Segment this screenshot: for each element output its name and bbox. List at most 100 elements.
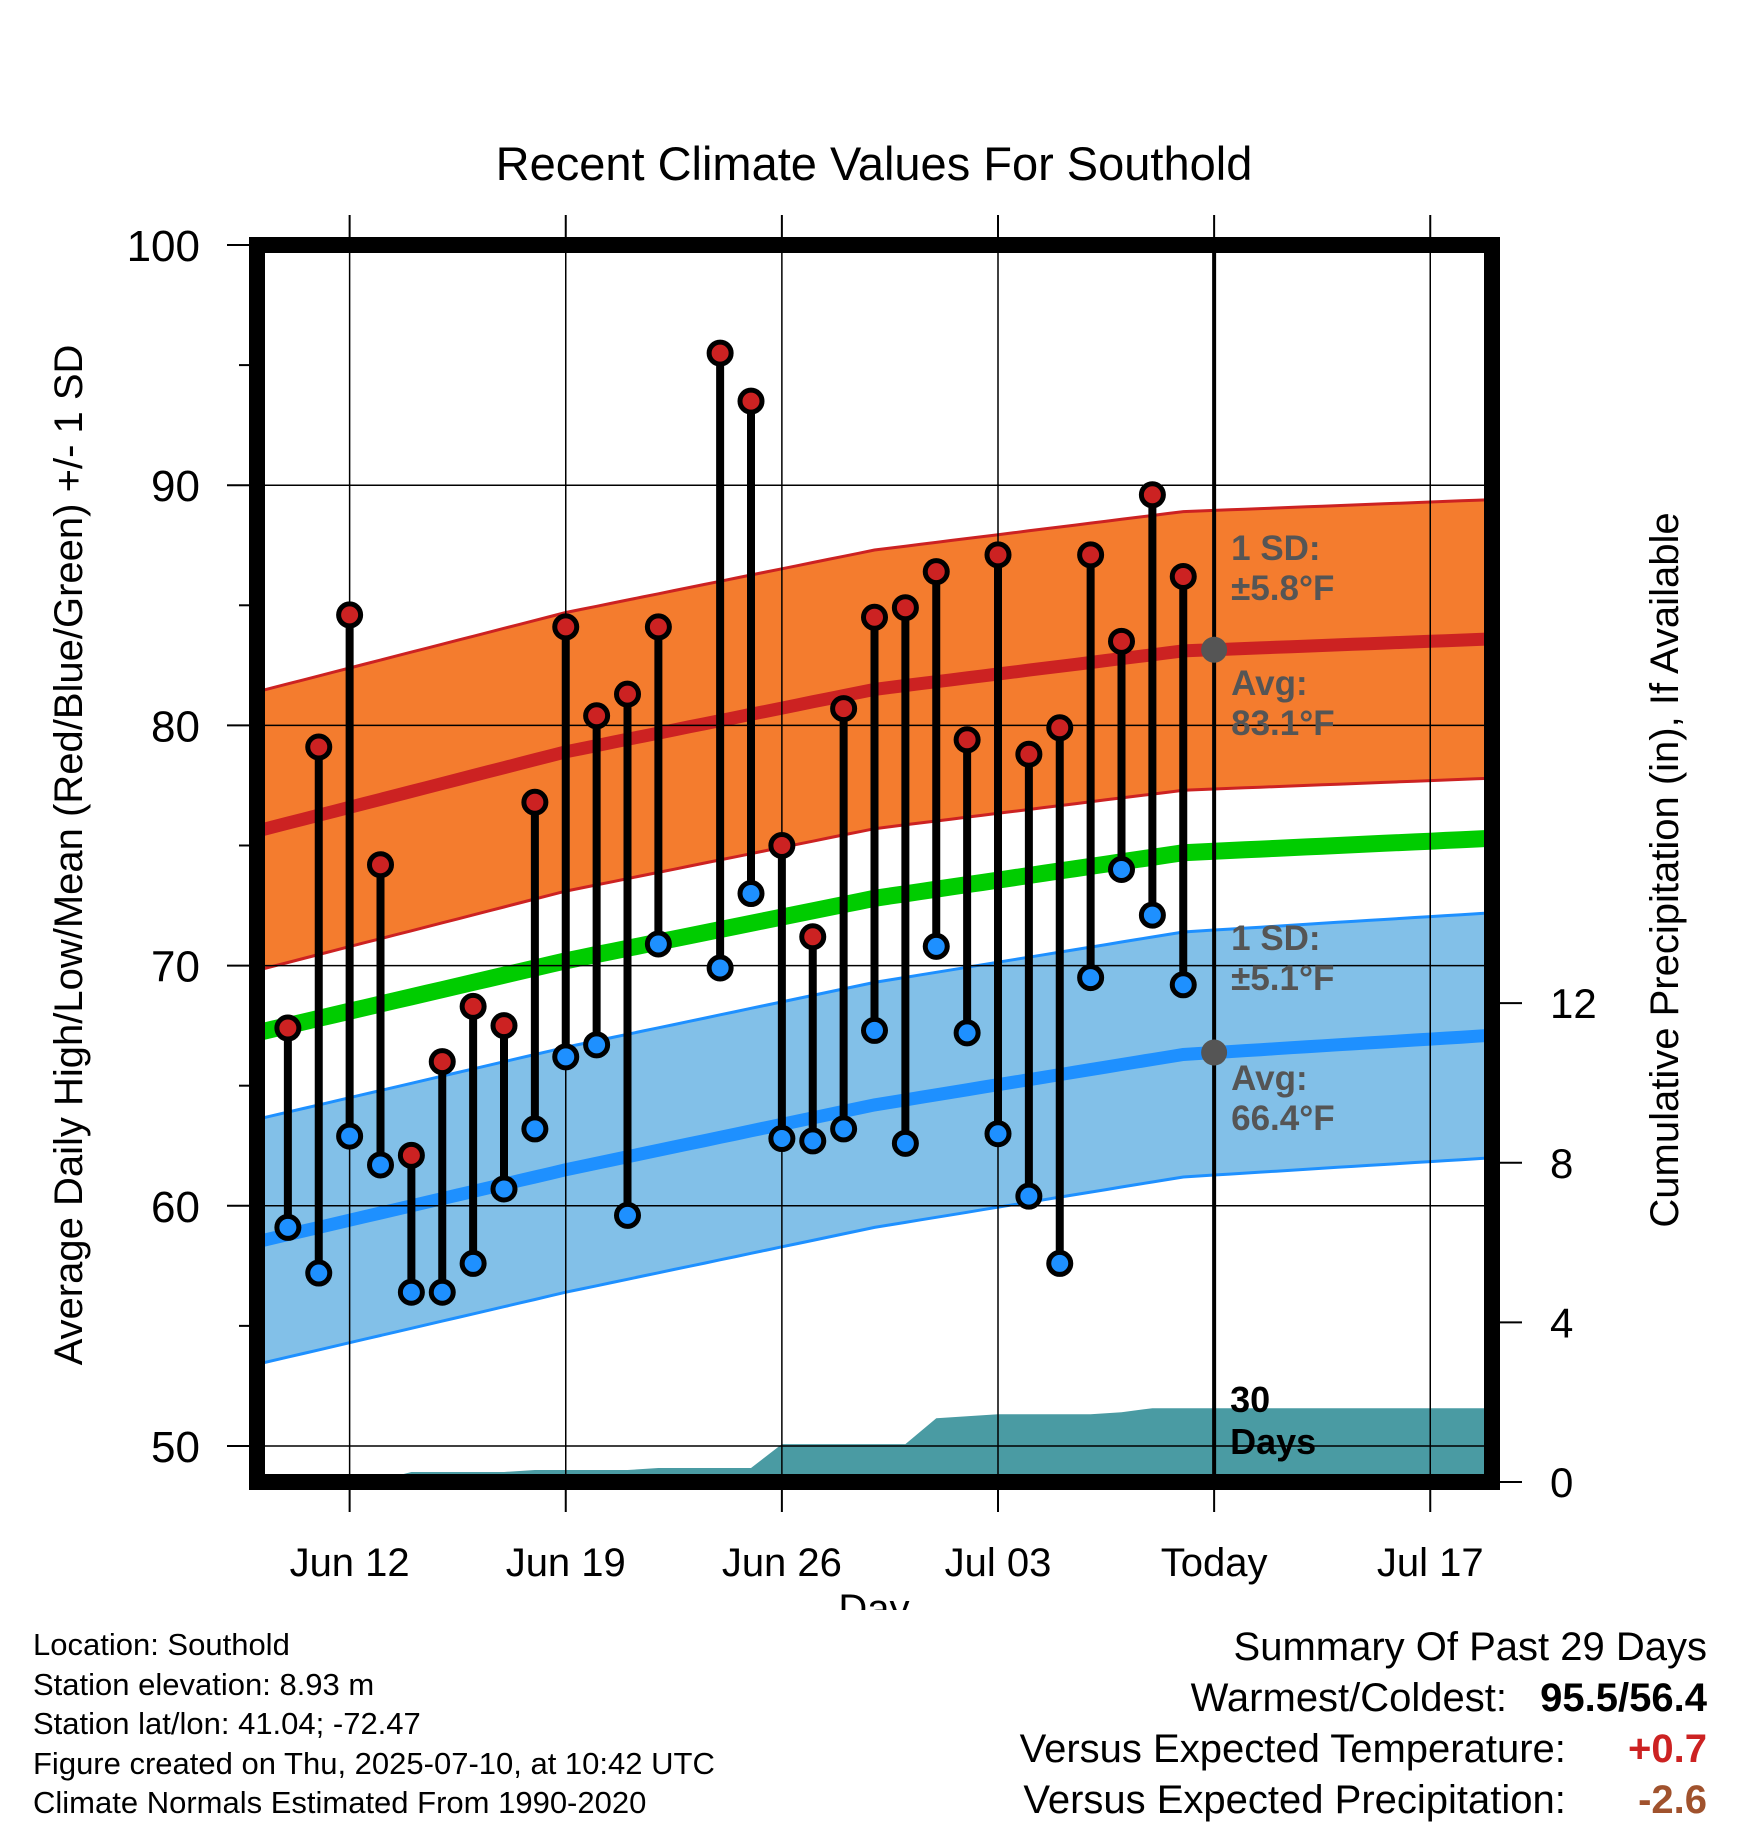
- daily-high-point: [552, 613, 580, 641]
- daily-low-point: [459, 1249, 487, 1277]
- precip-days-count: 30: [1230, 1379, 1270, 1420]
- x-axis-label: Day: [838, 1587, 909, 1610]
- daily-high-point: [490, 1012, 518, 1040]
- y-tick-label: 80: [151, 702, 200, 751]
- daily-low-point: [583, 1031, 611, 1059]
- station-latlon: Station lat/lon: 41.04; -72.47: [33, 1706, 421, 1741]
- daily-low-point: [953, 1019, 981, 1047]
- daily-high-point: [1077, 541, 1105, 569]
- summary-warmest-coldest: Warmest/Coldest: 95.5/56.4: [1020, 1673, 1707, 1724]
- daily-high-point: [830, 695, 858, 723]
- x-tick-label: Today: [1161, 1541, 1268, 1585]
- low-sd-band-lower-edge: [257, 1156, 1492, 1366]
- daily-low-point: [1077, 964, 1105, 992]
- daily-low-point: [768, 1125, 796, 1153]
- daily-low-point: [397, 1278, 425, 1306]
- daily-high-point: [274, 1014, 302, 1042]
- daily-high-point: [706, 339, 734, 367]
- high-sd-value: ±5.8°F: [1231, 569, 1334, 608]
- daily-high-point: [891, 594, 919, 622]
- daily-high-point: [397, 1141, 425, 1169]
- climate-chart: Recent Climate Values For Southold 1 SD:…: [47, 137, 1687, 1610]
- x-tick-label: Jul 03: [945, 1541, 1052, 1585]
- y-tick-label: 60: [151, 1183, 200, 1232]
- warmest-coldest-separator: /: [1618, 1676, 1630, 1720]
- x-tick-label: Jul 17: [1377, 1541, 1484, 1585]
- y-tick-label: 90: [151, 462, 200, 511]
- daily-low-point: [1138, 901, 1166, 929]
- normals-period: Climate Normals Estimated From 1990-2020: [33, 1785, 647, 1820]
- plot-content: [257, 245, 1492, 1482]
- daily-high-point: [428, 1048, 456, 1076]
- daily-low-point: [490, 1175, 518, 1203]
- station-elevation: Station elevation: 8.93 m: [33, 1666, 375, 1702]
- high-sd-label: 1 SD:: [1231, 529, 1320, 568]
- daily-high-point: [768, 831, 796, 859]
- daily-low-point: [552, 1043, 580, 1071]
- daily-low-point: [891, 1129, 919, 1157]
- high-avg-label: Avg:: [1231, 664, 1307, 703]
- daily-high-point: [799, 923, 827, 951]
- low-avg-value: 66.4°F: [1231, 1099, 1335, 1138]
- daily-high-point: [953, 726, 981, 754]
- daily-low-point: [614, 1201, 641, 1229]
- daily-high-point: [583, 702, 611, 730]
- daily-low-point: [861, 1016, 888, 1044]
- daily-low-point: [799, 1127, 827, 1155]
- low-sd-value: ±5.1°F: [1231, 959, 1334, 998]
- daily-low-point: [922, 932, 950, 960]
- daily-high-point: [1015, 740, 1043, 768]
- low-sd-label: 1 SD:: [1231, 919, 1320, 958]
- daily-low-point: [428, 1278, 456, 1306]
- daily-high-point: [861, 603, 888, 631]
- precip-vs-expected-label: Versus Expected Precipitation:: [1023, 1778, 1566, 1822]
- low-avg-line: [257, 1028, 1492, 1249]
- daily-low-point: [367, 1151, 394, 1179]
- y-tick-label: 70: [151, 943, 200, 992]
- y-tick-label: 50: [151, 1423, 200, 1472]
- x-tick-label: Jun 12: [290, 1541, 410, 1585]
- daily-low-point: [336, 1122, 364, 1150]
- precip-area: [287, 1408, 1492, 1482]
- y2-tick-label: 12: [1550, 980, 1597, 1027]
- summary-title: Summary Of Past 29 Days: [1233, 1625, 1707, 1669]
- summary-panel: Summary Of Past 29 Days Warmest/Coldest:…: [1020, 1622, 1707, 1826]
- daily-high-point: [1169, 562, 1197, 590]
- y2-tick-label: 8: [1550, 1140, 1573, 1187]
- daily-high-point: [644, 613, 672, 641]
- y-axis-label-left: Average Daily High/Low/Mean (Red/Blue/Gr…: [47, 345, 91, 1366]
- daily-low-point: [706, 954, 734, 982]
- chart-title: Recent Climate Values For Southold: [496, 137, 1253, 190]
- temp-vs-expected-label: Versus Expected Temperature:: [1019, 1727, 1566, 1771]
- daily-high-point: [1046, 714, 1074, 742]
- daily-high-point: [737, 387, 765, 415]
- daily-low-point: [984, 1120, 1012, 1148]
- daily-low-point: [737, 880, 765, 908]
- x-tick-label: Jun 26: [722, 1541, 842, 1585]
- daily-low-point: [1108, 856, 1135, 884]
- daily-low-point: [305, 1259, 333, 1287]
- low-avg-label: Avg:: [1231, 1059, 1307, 1098]
- y2-tick-label: 4: [1550, 1299, 1573, 1346]
- summary-temp: Versus Expected Temperature: +0.7: [1020, 1724, 1707, 1775]
- daily-high-point: [521, 788, 549, 816]
- warmest-coldest-label: Warmest/Coldest:: [1190, 1676, 1508, 1720]
- y-tick-label: 100: [127, 222, 200, 271]
- daily-high-point: [367, 851, 394, 879]
- high-sd-band-upper-edge: [257, 498, 1492, 694]
- daily-high-point: [336, 601, 364, 629]
- low-avg-today-marker: [1201, 1039, 1228, 1066]
- daily-low-point: [1169, 971, 1197, 999]
- daily-low-point: [521, 1115, 549, 1143]
- summary-precip: Versus Expected Precipitation: -2.6: [1020, 1775, 1707, 1826]
- temp-vs-expected-value: +0.7: [1628, 1727, 1707, 1771]
- y-axis-label-right: Cumulative Precipitation (in), If Availa…: [1643, 512, 1687, 1227]
- station-location: Location: Southold: [33, 1627, 290, 1662]
- daily-high-point: [1138, 481, 1166, 509]
- daily-high-point: [922, 558, 950, 586]
- daily-high-point: [459, 992, 487, 1020]
- daily-low-point: [830, 1115, 858, 1143]
- daily-high-point: [984, 541, 1012, 569]
- daily-low-point: [644, 930, 672, 958]
